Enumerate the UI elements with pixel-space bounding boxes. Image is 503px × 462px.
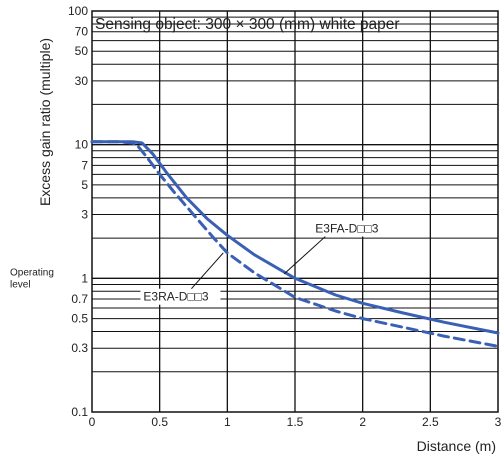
- y-tick-label-0: 0.1: [71, 405, 88, 419]
- x-tick-label-2: 1: [224, 415, 231, 429]
- x-tick-label-5: 2.5: [422, 415, 439, 429]
- sensing-object-annotation: Sensing object: 300 × 300 (mm) white pap…: [95, 16, 400, 33]
- series-label-e3ra: E3RA-D□□3: [143, 290, 209, 304]
- y-axis-label: Excess gain ratio (multiple): [37, 38, 53, 206]
- y-tick-label-2: 0.5: [71, 312, 88, 326]
- y-tick-label-1: 0.3: [71, 341, 88, 355]
- y-tick-label-6: 5: [81, 178, 88, 192]
- x-tick-labels: 0 0.5 1 1.5 2 2.5 3: [89, 415, 502, 429]
- x-tick-label-3: 1.5: [287, 415, 304, 429]
- series-label-e3fa: E3FA-D□□3: [315, 222, 379, 236]
- y-tick-label-10: 50: [75, 44, 89, 58]
- series-pointer-e3fa: [283, 236, 326, 275]
- x-tick-label-0: 0: [89, 415, 96, 429]
- series-label-bg-e3fa: [312, 220, 389, 237]
- y-tick-label-5: 3: [81, 208, 88, 222]
- operating-level-label: Operating: [10, 267, 54, 278]
- y-tick-label-9: 30: [75, 74, 89, 88]
- y-tick-label-12: 100: [68, 4, 88, 18]
- x-axis-label: Distance (m): [417, 438, 496, 454]
- series-labels: E3FA-D□□3 E3RA-D□□3: [140, 220, 389, 305]
- y-tick-label-8: 10: [75, 138, 89, 152]
- operating-level-label-2: level: [10, 279, 31, 290]
- series-lines: [90, 140, 500, 348]
- y-tick-label-3: 0.7: [71, 292, 88, 306]
- y-tick-label-11: 70: [75, 25, 89, 39]
- series-pointer-e3ra: [191, 252, 224, 290]
- plot-frame: [91, 10, 499, 413]
- series-label-bg-e3ra: [140, 288, 221, 305]
- x-tick-label-1: 0.5: [151, 415, 168, 429]
- x-tick-label-6: 3: [495, 415, 502, 429]
- y-tick-label-7: 7: [81, 158, 88, 172]
- y-tick-label-4: 1: [81, 271, 88, 285]
- series-line-1: [90, 140, 500, 348]
- x-tick-label-4: 2: [359, 415, 366, 429]
- vertical-gridlines: [159, 11, 431, 412]
- y-tick-labels: 0.1 0.3 0.5 0.7 1 3 5 7 10 30 50 70 100: [68, 4, 88, 419]
